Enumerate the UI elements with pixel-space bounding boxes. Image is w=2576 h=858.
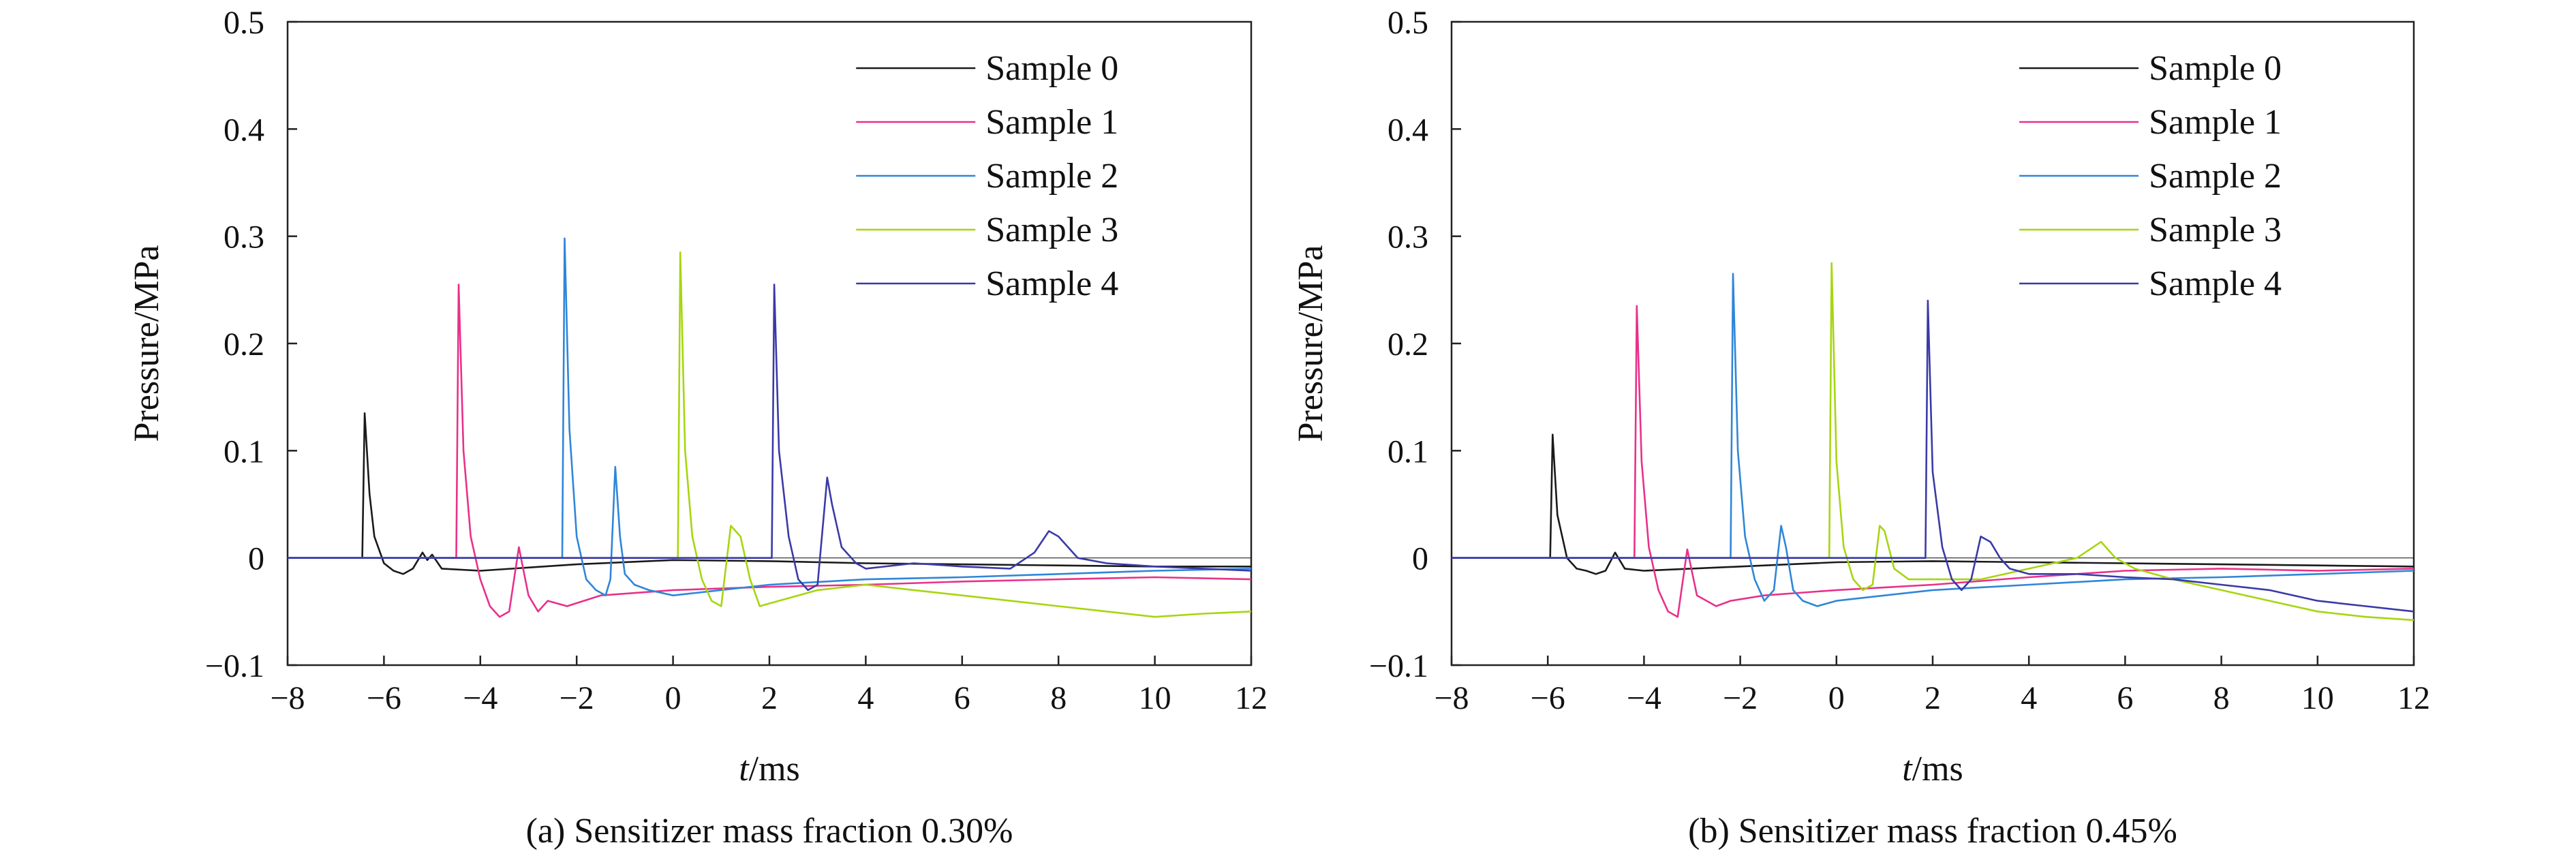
y-tick-label: 0.3 bbox=[1387, 219, 1428, 256]
x-tick-label: 4 bbox=[2021, 680, 2037, 716]
legend-label: Sample 4 bbox=[985, 264, 1118, 303]
series-line-sample-0 bbox=[1452, 433, 2414, 575]
series-line-sample-3 bbox=[1452, 262, 2414, 622]
series-line-sample-4 bbox=[1452, 299, 2414, 613]
x-tick-label: −8 bbox=[270, 680, 305, 716]
legend-label: Sample 3 bbox=[985, 211, 1118, 249]
y-tick-label: 0.2 bbox=[224, 326, 264, 363]
x-tick-label: −4 bbox=[463, 680, 497, 716]
series-line-sample-3 bbox=[288, 251, 1252, 618]
x-tick-label: 10 bbox=[1139, 680, 1171, 716]
y-tick-label: 0.1 bbox=[1387, 433, 1428, 470]
x-tick-label: 6 bbox=[2117, 680, 2133, 716]
y-tick-label: −0.1 bbox=[1369, 648, 1428, 684]
x-tick-label: 2 bbox=[761, 680, 778, 716]
legend-label: Sample 2 bbox=[985, 157, 1118, 196]
x-axis-label-unit: /ms bbox=[1912, 750, 1963, 788]
legend-label: Sample 3 bbox=[2149, 211, 2282, 249]
series-line-sample-0 bbox=[288, 412, 1251, 575]
y-axis-label: Pressure/MPa bbox=[1291, 245, 1330, 442]
panel-a: −0.1 0 0.1 0.2 0.3 0.4 0.5 −8 −6 −4 −2 0 2 4 6 8 10 12 Pre… bbox=[127, 5, 1268, 851]
x-tick-label: −8 bbox=[1434, 680, 1469, 716]
y-tick-label: 0.1 bbox=[224, 433, 264, 470]
x-tick-label: −6 bbox=[1531, 680, 1565, 716]
x-tick-label: 4 bbox=[857, 680, 874, 716]
x-tick-label: −4 bbox=[1627, 680, 1661, 716]
panel-b: −0.1 0 0.1 0.2 0.3 0.4 0.5 −8 −6 −4 −2 0 2 4 6 8 10 12 Pre… bbox=[1291, 5, 2430, 851]
x-tick-label: 2 bbox=[1925, 680, 1941, 716]
legend-label: Sample 1 bbox=[985, 103, 1118, 142]
y-tick-label: 0 bbox=[248, 541, 264, 577]
y-tick-label: −0.1 bbox=[205, 648, 264, 684]
x-tick-label: −2 bbox=[1723, 680, 1758, 716]
x-tick-label: 0 bbox=[1828, 680, 1845, 716]
x-axis-label: t/ms bbox=[739, 750, 800, 788]
x-axis-label: t/ms bbox=[1902, 750, 1963, 788]
x-tick-label: 12 bbox=[2397, 680, 2430, 716]
x-tick-label: 0 bbox=[665, 680, 681, 716]
y-tick-label: 0 bbox=[1412, 541, 1428, 577]
legend-label: Sample 2 bbox=[2149, 157, 2282, 196]
series-line-sample-4 bbox=[288, 284, 1252, 592]
y-tick-label: 0.4 bbox=[1387, 112, 1428, 148]
series-line-sample-2 bbox=[288, 237, 1252, 597]
series-line-sample-1 bbox=[1452, 305, 2414, 618]
series-line-sample-1 bbox=[288, 284, 1252, 618]
y-tick-label: 0.5 bbox=[1387, 5, 1428, 41]
legend-label: Sample 1 bbox=[2149, 103, 2282, 142]
legend-label: Sample 0 bbox=[2149, 49, 2282, 88]
x-tick-label: 8 bbox=[2213, 680, 2230, 716]
x-tick-label: 10 bbox=[2301, 680, 2334, 716]
x-tick-label: −6 bbox=[367, 680, 401, 716]
series-line-sample-2 bbox=[1452, 273, 2414, 607]
y-tick-label: 0.3 bbox=[224, 219, 264, 256]
x-axis-label-variable: t bbox=[1902, 750, 1913, 788]
legend-label: Sample 0 bbox=[985, 49, 1118, 88]
y-tick-label: 0.2 bbox=[1387, 326, 1428, 363]
y-axis-label: Pressure/MPa bbox=[127, 245, 166, 442]
x-tick-label: 12 bbox=[1235, 680, 1268, 716]
x-tick-label: 8 bbox=[1050, 680, 1067, 716]
legend-label: Sample 4 bbox=[2149, 264, 2282, 303]
x-axis-label-variable: t bbox=[739, 750, 750, 788]
y-tick-label: 0.4 bbox=[224, 112, 264, 148]
x-axis-label-unit: /ms bbox=[749, 750, 800, 788]
x-tick-label: −2 bbox=[559, 680, 594, 716]
y-tick-label: 0.5 bbox=[224, 5, 264, 41]
x-tick-label: 6 bbox=[954, 680, 970, 716]
panel-caption: (a) Sensitizer mass fraction 0.30% bbox=[526, 812, 1013, 851]
panel-caption: (b) Sensitizer mass fraction 0.45% bbox=[1688, 812, 2177, 851]
